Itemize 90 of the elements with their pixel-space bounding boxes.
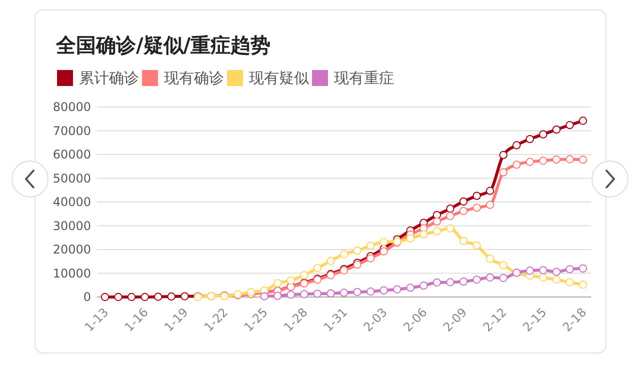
point (406, 284, 414, 292)
y-tick-label: 70000 (52, 124, 91, 138)
point (114, 292, 122, 302)
point (486, 273, 494, 282)
legend-label: 现有重症 (334, 69, 394, 87)
point (446, 224, 454, 232)
point (552, 268, 561, 276)
point (526, 266, 534, 275)
point (526, 134, 534, 144)
legend-label: 现有疑似 (249, 69, 309, 87)
point (300, 271, 308, 280)
point (326, 289, 335, 298)
point (180, 292, 189, 300)
point (340, 250, 348, 258)
point (274, 279, 282, 288)
point (459, 206, 468, 216)
point (380, 286, 388, 294)
point (566, 120, 574, 130)
y-tick-label: 60000 (52, 148, 91, 162)
y-tick-label: 0 (83, 290, 91, 304)
point (472, 192, 481, 200)
point (446, 204, 454, 213)
point (286, 276, 295, 284)
y-tick-label: 20000 (52, 242, 91, 256)
point (380, 247, 388, 256)
point (326, 256, 335, 265)
point (539, 266, 548, 274)
point (140, 292, 149, 302)
legend-label: 累计确诊 (79, 69, 139, 87)
point (578, 280, 588, 289)
point (499, 261, 508, 270)
chart-title: 全国确诊/疑似/重症趋势 (55, 33, 271, 57)
legend-label: 现有确诊 (164, 69, 224, 87)
point (313, 264, 322, 272)
point (420, 282, 428, 290)
point (566, 278, 574, 286)
point (366, 242, 375, 250)
y-tick-label: 50000 (52, 171, 91, 186)
point (578, 156, 588, 164)
point (566, 155, 574, 164)
point (459, 236, 468, 246)
point (154, 292, 162, 301)
point (274, 292, 282, 300)
point (432, 278, 442, 287)
point (100, 292, 110, 302)
point (552, 276, 561, 284)
point (353, 246, 362, 255)
point (472, 276, 481, 284)
point (366, 287, 375, 296)
point (486, 254, 494, 263)
y-tick-label: 40000 (52, 195, 91, 209)
point (353, 288, 362, 296)
point (486, 186, 494, 195)
point (406, 234, 414, 242)
point (446, 212, 454, 220)
point (446, 278, 454, 286)
point (552, 155, 561, 164)
point (340, 288, 348, 297)
point (566, 265, 574, 274)
point (260, 292, 268, 300)
point (539, 156, 548, 165)
point (526, 158, 534, 166)
point (539, 273, 548, 282)
point (380, 238, 388, 246)
point (286, 290, 295, 299)
point (127, 292, 136, 302)
point (499, 274, 508, 282)
point (578, 116, 588, 125)
y-tick-label: 80000 (52, 100, 91, 114)
point (552, 125, 561, 134)
point (393, 285, 402, 294)
point (499, 168, 508, 176)
point (578, 264, 588, 273)
point (486, 200, 494, 209)
point (499, 150, 508, 160)
y-tick-label: 10000 (52, 266, 91, 280)
point (472, 204, 481, 212)
point (459, 277, 468, 286)
point (432, 217, 442, 226)
point (432, 227, 442, 236)
point (459, 197, 468, 206)
point (472, 241, 481, 250)
point (300, 290, 308, 298)
point (539, 130, 548, 138)
point (167, 292, 176, 301)
point (512, 141, 521, 150)
point (313, 290, 322, 298)
y-tick-label: 30000 (52, 218, 91, 233)
point (420, 230, 428, 238)
point (512, 160, 521, 169)
